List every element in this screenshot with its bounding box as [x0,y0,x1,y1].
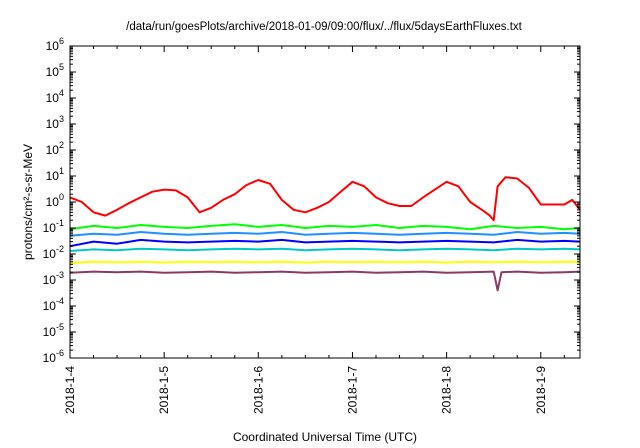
y-tick-label: 100 [46,192,64,209]
x-tick-label: 2018-1-8 [440,366,454,414]
y-tick-label: 10-6 [43,348,64,365]
y-tick-label: 10-3 [43,270,64,287]
y-tick-label: 101 [46,166,64,183]
series-line-6 [69,260,581,264]
plot-area [69,45,581,359]
y-tick-label: 106 [46,36,64,53]
series-line-7 [69,270,581,292]
y-tick-label: 105 [46,62,64,79]
plot-frame [69,45,581,359]
chart-title: /data/run/goesPlots/archive/2018-01-09/0… [126,21,522,33]
x-tick-label: 2018-1-5 [157,366,171,414]
x-tick-label: 2018-1-6 [251,366,265,414]
y-tick-label: 102 [46,140,64,157]
x-tick-label: 2018-1-4 [63,366,77,414]
series-line-2 [69,223,581,231]
series-layer [69,176,581,292]
series-line-3 [69,238,581,248]
series-line-5 [69,247,581,252]
series-line-1 [69,176,581,222]
y-tick-label: 10-4 [43,296,64,313]
x-axis: 2018-1-4 2018-1-5 2018-1-6 2018-1-7 2018-1-8… [63,46,565,414]
y-axis-label: protons/cm²-s-sr-MeV [21,144,35,260]
x-tick-label: 2018-1-9 [534,366,548,414]
series-line-4 [69,231,581,237]
y-tick-label: 10-5 [43,322,64,339]
y-axis: 10-6 10-5 10-4 10-3 10-2 10-1 100 101 102 103 104 1… [43,36,580,365]
y-tick-label: 104 [46,88,64,105]
y-tick-label: 10-2 [43,244,64,261]
x-axis-label: Coordinated Universal Time (UTC) [233,430,417,444]
x-tick-label: 2018-1-7 [345,366,359,414]
y-tick-label: 103 [46,114,64,131]
y-tick-label: 10-1 [43,218,64,235]
